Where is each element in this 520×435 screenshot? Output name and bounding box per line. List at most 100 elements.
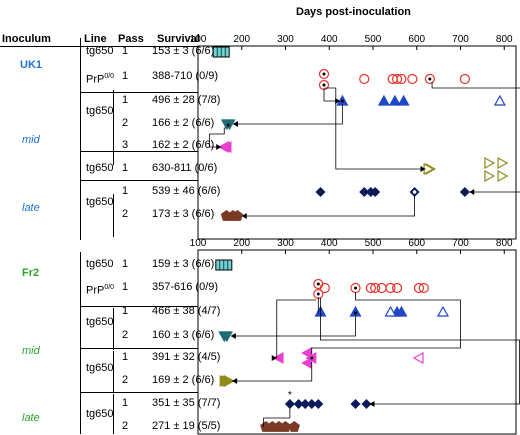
marker xyxy=(384,305,397,317)
marker xyxy=(396,73,407,85)
arrow-head xyxy=(232,378,238,384)
row-survival: 466 ± 38 (4/7) xyxy=(152,305,221,317)
row-survival: 388-710 (0/9) xyxy=(152,70,219,82)
marker xyxy=(377,94,390,106)
row-pass: 1 xyxy=(122,351,129,363)
marker xyxy=(413,282,425,294)
marker xyxy=(224,374,235,388)
tick-label: 500 xyxy=(365,238,382,249)
marker xyxy=(436,305,450,317)
star-annotation: * xyxy=(288,390,292,401)
connector xyxy=(241,196,415,217)
marker-dot xyxy=(354,311,357,315)
tick-label: 500 xyxy=(365,34,382,45)
tick-label: 700 xyxy=(452,238,469,249)
marker xyxy=(220,140,232,154)
row-pass: 2 xyxy=(122,208,129,220)
marker xyxy=(359,73,370,85)
row-pass: 1 xyxy=(122,397,129,409)
row-pass: 1 xyxy=(122,70,129,82)
marker xyxy=(313,399,324,409)
group-mid-uk1: mid xyxy=(22,134,40,146)
row-survival: 630-811 (0/6) xyxy=(152,162,218,174)
row-line: tg650 xyxy=(86,196,114,208)
row-survival: 166 ± 2 (6/6) xyxy=(152,117,215,129)
connector xyxy=(324,87,426,170)
axis-title: Days post-inoculation xyxy=(296,6,411,18)
tick-label: 300 xyxy=(277,34,294,45)
connector xyxy=(276,299,317,358)
row-pass: 2 xyxy=(122,117,129,129)
marker xyxy=(370,187,381,197)
marker xyxy=(397,94,410,106)
marker xyxy=(407,73,418,85)
row-survival: 160 ± 3 (6/6) xyxy=(152,329,215,341)
row-pass: 2 xyxy=(122,420,129,432)
connector xyxy=(323,88,341,102)
tick-label: 100 xyxy=(190,34,207,45)
marker xyxy=(370,282,381,294)
tick-label: 200 xyxy=(233,238,250,249)
marker xyxy=(385,282,396,294)
marker xyxy=(272,351,284,365)
row-survival: 496 ± 28 (7/8) xyxy=(152,94,221,106)
marker-dot xyxy=(340,99,344,103)
marker xyxy=(459,73,470,85)
tick-label: 200 xyxy=(233,34,250,45)
row-line: tg650 xyxy=(86,362,114,374)
tick-label: 700 xyxy=(452,34,469,45)
row-survival: 271 ± 19 (5/5) xyxy=(152,420,221,432)
marker xyxy=(484,156,496,170)
row-pass: 1 xyxy=(122,45,129,57)
row-pass: 3 xyxy=(122,139,129,151)
marker xyxy=(319,282,330,294)
row-line: tg650 xyxy=(86,105,114,117)
marker xyxy=(493,94,506,106)
connector xyxy=(317,297,319,313)
header-survival: Survival xyxy=(157,33,200,45)
marker xyxy=(391,282,403,294)
axis-frame xyxy=(197,249,517,435)
marker xyxy=(300,399,311,409)
tick-label: 800 xyxy=(496,238,513,249)
tick-label: 400 xyxy=(321,34,338,45)
row-survival: 162 ± 2 (6/6) xyxy=(152,139,215,151)
arrow-head xyxy=(233,121,238,127)
arrow-head xyxy=(230,333,236,339)
marker xyxy=(315,187,326,197)
connector xyxy=(320,298,520,405)
row-pass: 1 xyxy=(122,281,129,293)
marker xyxy=(279,421,292,432)
row-pass: 1 xyxy=(122,185,129,197)
row-survival: 153 ± 3 (6/6) xyxy=(152,45,215,57)
connector xyxy=(311,292,461,354)
row-line: PrP0/0 xyxy=(86,73,115,86)
tick-label: 800 xyxy=(496,34,513,45)
row-survival: 169 ± 2 (6/6) xyxy=(152,374,215,386)
row-survival: 539 ± 46 (6/6) xyxy=(152,185,221,197)
tick-label: 100 xyxy=(190,238,207,249)
group-uk1: UK1 xyxy=(20,59,43,71)
group-late-uk1: late xyxy=(22,202,40,214)
marker-dot xyxy=(316,282,320,286)
group-fr2: Fr2 xyxy=(22,267,40,279)
arrow-head xyxy=(271,355,277,361)
marker xyxy=(288,421,300,432)
marker xyxy=(318,68,330,80)
marker xyxy=(418,282,429,294)
marker xyxy=(306,399,317,409)
row-line: tg650 xyxy=(86,408,114,420)
row-line: tg650 xyxy=(86,45,114,57)
marker-dot xyxy=(354,286,357,290)
marker xyxy=(359,187,370,197)
marker xyxy=(459,187,470,197)
row-pass: 2 xyxy=(122,374,129,386)
row-survival: 173 ± 3 (6/6) xyxy=(152,208,215,220)
marker xyxy=(361,399,372,409)
marker xyxy=(365,282,376,294)
row-line: PrP0/0 xyxy=(86,284,115,297)
connector xyxy=(208,127,226,148)
row-survival: 159 ± 3 (6/6) xyxy=(152,258,215,270)
marker xyxy=(424,73,435,85)
